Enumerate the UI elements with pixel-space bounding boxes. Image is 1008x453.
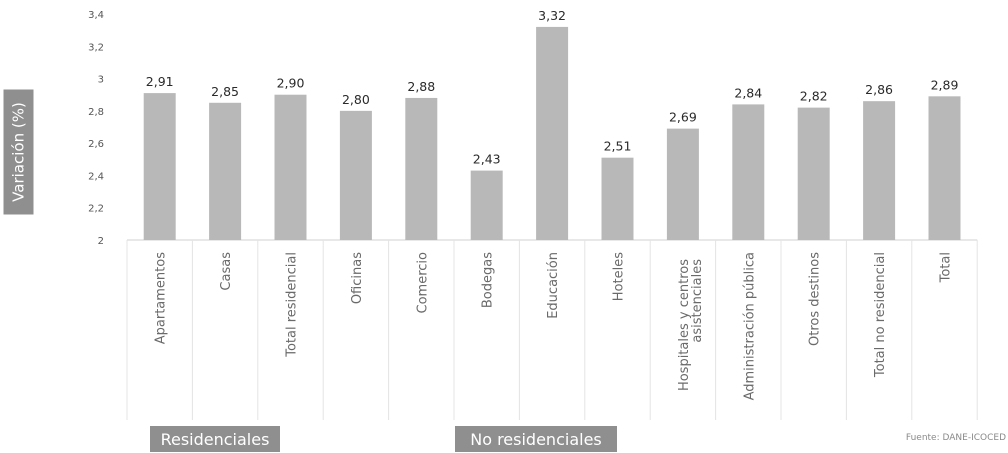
data-label: 2,84 xyxy=(734,85,762,100)
bar xyxy=(405,97,438,240)
bar xyxy=(601,157,634,240)
data-label: 2,89 xyxy=(931,77,959,92)
data-label: 2,88 xyxy=(407,79,435,94)
data-label: 3,32 xyxy=(538,8,566,23)
category-label: Total xyxy=(939,252,954,283)
bar xyxy=(797,107,830,240)
bar xyxy=(536,26,569,240)
group-label-no-residenciales: No residenciales xyxy=(455,426,617,452)
data-label: 2,69 xyxy=(669,110,697,125)
category-label: Otros destinos xyxy=(808,252,823,346)
y-tick-label: 2 xyxy=(98,236,104,247)
y-tick-label: 3,2 xyxy=(88,42,104,53)
y-tick-label: 3 xyxy=(98,75,104,86)
bar xyxy=(143,93,176,240)
bar xyxy=(339,110,372,240)
category-label: Educación xyxy=(546,252,561,319)
y-tick-label: 3,4 xyxy=(88,10,104,21)
category-label: Casas xyxy=(219,252,234,291)
data-label: 2,80 xyxy=(342,92,370,107)
category-label: Total no residencial xyxy=(873,252,888,378)
data-label: 2,51 xyxy=(604,139,632,154)
category-label: Total residencial xyxy=(285,252,300,358)
category-label: Hoteles xyxy=(612,252,627,301)
bar xyxy=(274,94,307,240)
category-label: Oficinas xyxy=(350,252,365,304)
data-label: 2,91 xyxy=(146,74,174,89)
category-label: Apartamentos xyxy=(154,252,169,344)
bar xyxy=(863,101,896,241)
category-label-line: Hospitales y centros xyxy=(677,259,692,391)
category-dividers xyxy=(126,240,978,420)
bar xyxy=(666,128,699,240)
category-label: Hospitales y centrosasistenciales xyxy=(677,259,705,391)
group-label-residenciales: Residenciales xyxy=(150,426,280,452)
category-labels: Apartamentos Casas Total residencial Oficin… xyxy=(154,252,954,401)
category-label: Bodegas xyxy=(481,252,496,308)
category-label: Administración pública xyxy=(742,252,757,400)
bar xyxy=(209,102,242,241)
y-tick-label: 2,8 xyxy=(88,107,104,118)
y-tick-label: 2,2 xyxy=(88,204,104,215)
y-tick-label: 2,6 xyxy=(88,139,104,150)
data-labels: 2,91 2,85 2,90 2,80 2,88 2,43 3,32 2,51 2,69 2,84… xyxy=(146,8,959,167)
data-label: 2,85 xyxy=(211,84,239,99)
data-label: 2,43 xyxy=(473,152,501,167)
data-label: 2,90 xyxy=(277,76,305,91)
category-label-line: asistenciales xyxy=(690,259,705,343)
bars xyxy=(143,26,961,241)
data-label: 2,82 xyxy=(800,89,828,104)
bar xyxy=(470,170,503,240)
data-label: 2,86 xyxy=(865,82,893,97)
category-label: Comercio xyxy=(415,252,430,314)
y-axis-label: Variación (%) xyxy=(3,89,34,215)
bar xyxy=(732,104,765,241)
y-tick-label: 2,4 xyxy=(88,171,104,182)
source-note: Fuente: DANE-ICOCED xyxy=(905,433,1006,443)
bar xyxy=(928,96,961,240)
